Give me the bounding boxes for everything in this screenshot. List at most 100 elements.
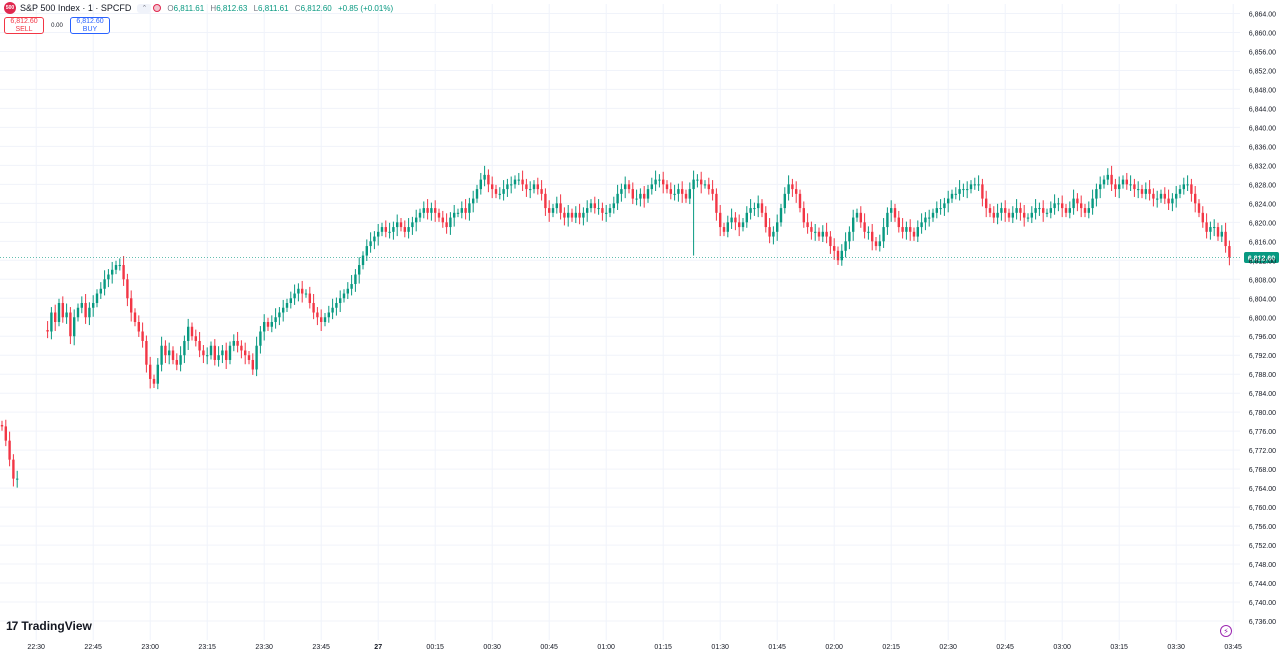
candle bbox=[749, 199, 752, 220]
candle bbox=[308, 286, 311, 309]
candle-body bbox=[760, 203, 764, 213]
candle bbox=[730, 208, 733, 229]
time-tick-label: 22:45 bbox=[84, 644, 102, 651]
candle-body bbox=[988, 208, 992, 213]
candle-body bbox=[380, 227, 384, 232]
candle bbox=[700, 171, 703, 194]
candle-body bbox=[1057, 203, 1060, 205]
candle bbox=[175, 353, 178, 371]
candle-body bbox=[669, 189, 672, 194]
candle bbox=[213, 339, 216, 366]
time-tick-label: 02:30 bbox=[939, 644, 957, 651]
candle bbox=[582, 207, 585, 226]
candle-body bbox=[597, 208, 600, 210]
candle-body bbox=[939, 208, 942, 210]
market-status-icon[interactable] bbox=[153, 4, 162, 12]
candle bbox=[95, 289, 99, 308]
price-tick-label: 6,852.00 bbox=[1249, 68, 1276, 75]
candle bbox=[1038, 202, 1041, 216]
candle bbox=[137, 315, 140, 337]
candle-body bbox=[293, 293, 296, 299]
high-label: H bbox=[210, 3, 217, 13]
candle bbox=[772, 226, 775, 245]
candle-body bbox=[616, 193, 619, 204]
candle bbox=[73, 309, 76, 346]
candle bbox=[1205, 213, 1208, 239]
candle bbox=[380, 222, 384, 237]
candle-body bbox=[757, 203, 760, 209]
candle bbox=[384, 220, 387, 238]
candle bbox=[1228, 240, 1231, 266]
candle-body bbox=[772, 231, 775, 237]
candle bbox=[1087, 201, 1090, 219]
candle bbox=[1125, 172, 1128, 190]
candle-body bbox=[502, 189, 505, 194]
candle bbox=[320, 309, 323, 332]
candle bbox=[848, 226, 851, 250]
candle-body bbox=[236, 340, 239, 346]
candle bbox=[1224, 222, 1227, 253]
candle-body bbox=[973, 184, 976, 186]
candle-body bbox=[327, 312, 330, 318]
candle bbox=[551, 203, 555, 218]
candle bbox=[1148, 180, 1151, 201]
candle bbox=[711, 180, 714, 201]
candle-body bbox=[810, 227, 813, 232]
candle-body bbox=[593, 203, 596, 209]
time-tick-label: 03:00 bbox=[1053, 644, 1071, 651]
candle-body bbox=[635, 198, 638, 200]
candle-body bbox=[479, 179, 482, 190]
buy-button[interactable]: 6,812.60 BUY bbox=[70, 17, 110, 34]
candle-body bbox=[673, 193, 676, 195]
candle-body bbox=[935, 208, 938, 213]
candle bbox=[517, 172, 520, 186]
candle-body bbox=[111, 269, 114, 275]
price-tick-label: 6,788.00 bbox=[1249, 372, 1276, 379]
candle-body bbox=[1000, 208, 1003, 213]
candle bbox=[491, 176, 494, 199]
candle-body bbox=[586, 208, 589, 213]
candle bbox=[954, 187, 957, 200]
candle bbox=[905, 221, 908, 240]
candle-body bbox=[506, 184, 509, 190]
price-tick-label: 6,804.00 bbox=[1249, 296, 1276, 303]
candle-body bbox=[510, 184, 513, 186]
candle-body bbox=[658, 179, 661, 181]
candle bbox=[225, 342, 228, 369]
chevrons-icon[interactable]: ⌃ bbox=[137, 3, 152, 13]
tradingview-logo[interactable]: 17 TradingView bbox=[6, 619, 92, 633]
candle bbox=[871, 223, 874, 251]
candle bbox=[814, 223, 817, 241]
candle-body bbox=[612, 203, 615, 209]
candle bbox=[817, 227, 821, 241]
candle bbox=[1095, 183, 1098, 207]
candle-body bbox=[578, 212, 581, 218]
time-axis[interactable]: 22:30 22:45 23:00 23:15 23:30 23:45 27 00:15 00:… bbox=[27, 644, 1280, 651]
candle bbox=[323, 312, 327, 327]
price-tick-label: 6,760.00 bbox=[1249, 505, 1276, 512]
candle-body bbox=[969, 184, 973, 190]
sell-button[interactable]: 6,812.60 SELL bbox=[4, 17, 44, 34]
candle-body bbox=[1007, 212, 1011, 218]
candle bbox=[977, 175, 980, 192]
candle bbox=[1083, 203, 1087, 218]
lightning-icon[interactable]: ⚡ bbox=[1220, 625, 1232, 637]
candle-body bbox=[464, 208, 467, 213]
candle-body bbox=[1129, 184, 1132, 186]
time-tick-label: 00:15 bbox=[426, 644, 444, 651]
candle bbox=[1171, 193, 1174, 212]
candle bbox=[8, 431, 11, 467]
candle bbox=[593, 196, 596, 214]
candle-body bbox=[377, 231, 380, 237]
candle bbox=[654, 170, 657, 192]
candle-body bbox=[99, 288, 102, 294]
candle-body bbox=[285, 303, 289, 308]
candle bbox=[50, 307, 53, 340]
candle bbox=[46, 321, 49, 339]
price-axis[interactable]: 6,736.00 6,740.00 6,744.00 6,748.00 6,752.00… bbox=[1249, 11, 1276, 626]
candle bbox=[734, 212, 737, 231]
candle bbox=[285, 298, 289, 313]
candle-body bbox=[320, 317, 323, 322]
symbol-title[interactable]: S&P 500 Index · 1 · SPCFD bbox=[20, 3, 132, 13]
